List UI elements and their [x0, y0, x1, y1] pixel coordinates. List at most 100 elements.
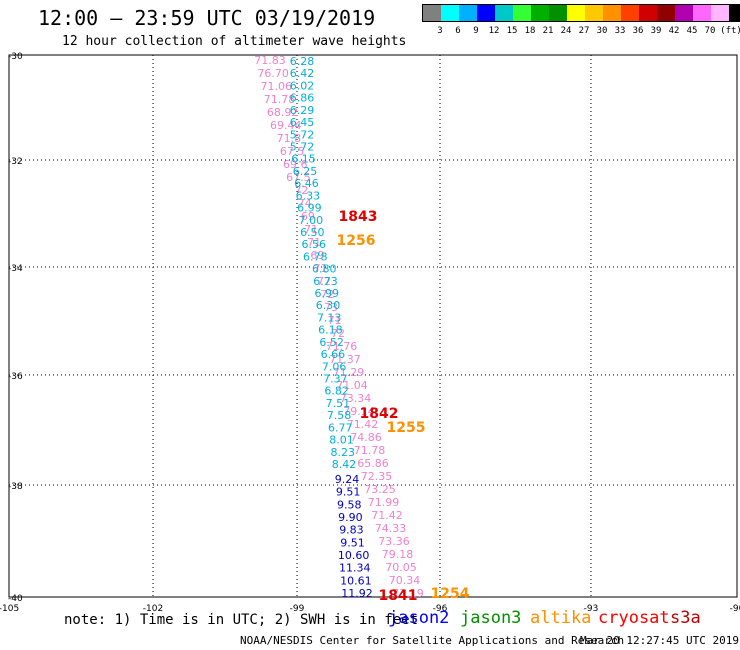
lon-label: -99 — [290, 604, 305, 614]
pink-track-value: 67.5 — [280, 145, 305, 158]
lat-label: -32 — [8, 157, 23, 167]
blue-track-value: 9.51 — [340, 536, 365, 549]
pink-track-value: 73.19 — [392, 587, 424, 600]
cyan-track-value: 6.45 — [290, 116, 315, 129]
time-label: 1256 — [337, 233, 376, 249]
scale-tick-label: 27 — [578, 26, 590, 36]
lat-label: -34 — [8, 264, 23, 274]
page-subtitle: 12 hour collection of altimeter wave hei… — [62, 34, 407, 49]
lon-label: -93 — [584, 604, 599, 614]
scale-swatch — [459, 5, 477, 21]
cyan-track-value: 6.50 — [300, 226, 325, 239]
pink-track-value: 71 — [304, 223, 318, 236]
timestamp: Mar 20 12:27:45 UTC 2019 — [580, 634, 739, 647]
scale-tick-label: 45 — [686, 26, 698, 36]
pink-track-value: 71 — [314, 262, 328, 275]
scale-swatch — [495, 5, 513, 21]
pink-track-value: 73 — [324, 301, 338, 314]
cyan-track-value: 6.30 — [316, 299, 341, 312]
scale-swatch — [657, 5, 675, 21]
pink-track-value: 65.86 — [357, 457, 389, 470]
scale-swatch — [729, 5, 740, 21]
time-label: 1841 — [379, 588, 418, 604]
time-label: 1842 — [360, 406, 399, 422]
pink-track-value: 72 — [317, 275, 331, 288]
cyan-track-value: 6.28 — [290, 55, 315, 68]
blue-track-value: 9.24 — [335, 473, 360, 486]
pink-track-value: 71.04 — [336, 379, 368, 392]
cyan-track-value: 6.56 — [302, 238, 327, 251]
scale-swatch — [441, 5, 459, 21]
lat-label: -36 — [8, 372, 23, 382]
cyan-track-value: 6.18 — [318, 324, 343, 337]
cyan-track-value: 6.78 — [303, 250, 328, 263]
satellite-legend-item: cryosat — [598, 608, 670, 628]
cyan-track-value: 6.80 — [312, 263, 337, 276]
scale-tick-label: 18 — [524, 26, 536, 36]
blue-track-value: 9.83 — [339, 524, 364, 537]
scale-swatch — [711, 5, 729, 21]
pink-track-value: 68.92 — [267, 106, 299, 119]
scale-tick-label: 24 — [560, 26, 572, 36]
scale-swatch — [585, 5, 603, 21]
pink-track-value: 71.42 — [347, 418, 379, 431]
scale-tick-label: 3 — [437, 26, 443, 36]
cyan-track-value: 6.66 — [321, 348, 346, 361]
scale-swatch — [423, 5, 441, 21]
blue-track-value: 10.60 — [338, 549, 370, 562]
time-label: 1254 — [431, 586, 470, 602]
scale-tick-label: 12 — [488, 26, 500, 36]
pink-track-value: 72.35 — [361, 470, 393, 483]
lon-label: -105 — [0, 604, 19, 614]
grid-lines — [9, 55, 737, 597]
pink-track-value: 71.29 — [333, 366, 365, 379]
pink-track-value: 69 — [301, 210, 315, 223]
scale-tick-label: 42 — [668, 26, 680, 36]
scale-swatch — [567, 5, 585, 21]
cyan-track-value: 6.33 — [296, 189, 321, 202]
pink-track-value: 72 — [331, 327, 345, 340]
blue-track-value: 9.58 — [337, 498, 362, 511]
pink-track-value: 74.86 — [350, 431, 382, 444]
cyan-track-value: 8.23 — [331, 446, 356, 459]
cyan-track-value: 6.29 — [290, 104, 315, 117]
cyan-track-value: 7.13 — [317, 311, 342, 324]
pink-track-value: 71.78 — [264, 93, 296, 106]
cyan-track-value: 7.00 — [299, 214, 324, 227]
pink-track-value: 71.37 — [329, 353, 361, 366]
footer-credit: NOAA/NESDIS Center for Satellite Applica… — [240, 634, 625, 647]
lon-label: -90 — [730, 604, 740, 614]
pink-track-value: 70.34 — [389, 574, 421, 587]
note-text: note: 1) Time is in UTC; 2) SWH is in fe… — [64, 612, 419, 628]
color-scale-bar — [422, 4, 740, 22]
pink-track-value: 69.6 — [283, 158, 308, 171]
scale-swatch — [639, 5, 657, 21]
pink-track-value: 73.34 — [340, 392, 372, 405]
cyan-track-value: 6.86 — [290, 92, 315, 105]
lon-label: -96 — [433, 604, 448, 614]
cyan-track-value: 6.77 — [328, 421, 353, 434]
scale-tick-label: 70 — [704, 26, 716, 36]
scale-tick-label: 6 — [455, 26, 461, 36]
pink-track-value: 74 — [298, 197, 312, 210]
cyan-track-value: 6.52 — [319, 336, 344, 349]
pink-track-value: 71 — [328, 314, 342, 327]
cyan-track-value: 6.02 — [290, 79, 315, 92]
cyan-track-value: 8.42 — [332, 458, 357, 471]
scale-swatch — [531, 5, 549, 21]
page-title: 12:00 – 23:59 UTC 03/19/2019 — [38, 6, 376, 30]
cyan-track-value: 6.82 — [324, 385, 349, 398]
map-frame — [8, 54, 738, 598]
lat-label: -30 — [8, 52, 23, 62]
scale-unit-label: (ft) — [720, 26, 740, 36]
track-labels: 71.8376.7071.0671.7868.9269.4471.867.569… — [254, 54, 469, 604]
satellite-legend-item: altika — [530, 608, 592, 628]
lon-label: -102 — [143, 604, 163, 614]
cyan-track-value: 6.99 — [297, 202, 322, 215]
scale-swatch — [675, 5, 693, 21]
scale-swatch — [549, 5, 567, 21]
scale-tick-label: 39 — [650, 26, 662, 36]
scale-tick-label: 21 — [542, 26, 554, 36]
scale-tick-label: 9 — [473, 26, 479, 36]
